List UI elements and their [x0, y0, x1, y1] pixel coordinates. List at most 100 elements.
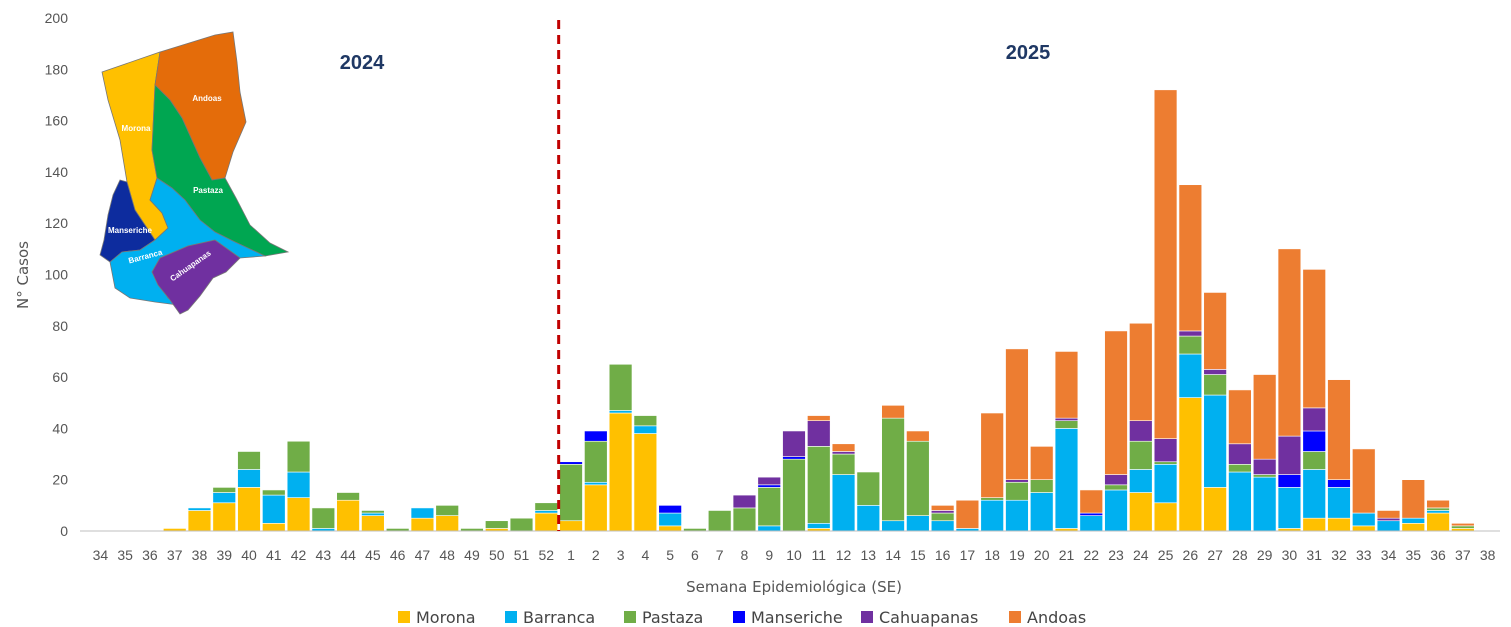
bar-segment-cahuapanas [930, 510, 955, 514]
x-tick-label: 11 [811, 547, 826, 563]
bar-segment-manseriche [1277, 474, 1302, 488]
bar-segment-barranca [1426, 510, 1450, 514]
map-label-manseriche: Manseriche [108, 226, 153, 235]
bar-segment-pastaza [732, 507, 757, 532]
legend-label-pastaza: Pastaza [642, 608, 703, 627]
bar-segment-morona [1153, 502, 1178, 532]
x-tick-label: 38 [1480, 547, 1496, 563]
map-region-cahuapanas [151, 239, 241, 315]
y-tick-label: 20 [52, 472, 68, 488]
x-tick-label: 10 [786, 547, 802, 563]
x-tick-label: 6 [691, 547, 699, 563]
x-tick-label: 35 [1406, 547, 1422, 563]
bar-segment-barranca [1153, 464, 1178, 504]
bar-segment-morona [1352, 525, 1376, 532]
bar-segment-barranca [262, 494, 286, 524]
bar-segment-manseriche [757, 484, 781, 488]
bar-segment-andoas [1129, 322, 1153, 422]
bar-segment-barranca [1079, 515, 1103, 532]
bar-segment-barranca [906, 515, 930, 532]
bar-segment-pastaza [906, 440, 930, 516]
x-tick-label: 49 [464, 547, 480, 563]
bar-segment-barranca [1277, 487, 1302, 529]
x-tick-label: 43 [316, 547, 332, 563]
bar-segment-andoas [1079, 489, 1103, 514]
bar-segment-cahuapanas [782, 430, 806, 457]
x-tick-label: 36 [142, 547, 158, 563]
bar-segment-andoas [807, 415, 831, 422]
y-tick-label: 200 [45, 10, 69, 26]
bar-segment-morona [1327, 517, 1351, 532]
bar-segment-barranca [237, 469, 261, 488]
bar-segment-barranca [1376, 520, 1401, 532]
bar-segment-pastaza [1054, 420, 1079, 429]
bar-segment-morona [237, 487, 261, 532]
bar-segment-barranca [658, 512, 682, 527]
bar-segment-pastaza [1104, 484, 1128, 491]
x-tick-label: 52 [538, 547, 554, 563]
x-tick-label: 34 [1381, 547, 1397, 563]
bar-segment-andoas [1352, 448, 1376, 514]
legend-swatch-barranca [505, 611, 517, 623]
bar-segment-morona [336, 499, 360, 532]
x-tick-label: 24 [1133, 547, 1149, 563]
bar-segment-morona [410, 517, 435, 532]
bar-segment-barranca [1030, 492, 1054, 532]
bar-segment-morona [608, 412, 633, 532]
bar-segment-cahuapanas [1376, 517, 1401, 522]
legend-swatch-andoas [1009, 611, 1021, 623]
map-label-morona: Morona [122, 124, 151, 133]
bar-segment-morona [1426, 512, 1450, 532]
bar-segment-pastaza [212, 487, 236, 493]
x-tick-label: 21 [1059, 547, 1075, 563]
x-tick-label: 13 [861, 547, 877, 563]
bar-segment-andoas [1178, 184, 1203, 332]
map-label-andoas: Andoas [192, 94, 222, 103]
bar-segment-barranca [608, 410, 633, 414]
y-tick-label: 140 [45, 164, 69, 180]
bar-segment-pastaza [1451, 525, 1475, 529]
bar-segment-morona [212, 502, 236, 532]
bar-segment-manseriche [782, 456, 806, 460]
y-axis-label: N° Casos [14, 241, 32, 309]
x-tick-label: 51 [514, 547, 530, 563]
legend-swatch-pastaza [624, 611, 636, 623]
bar-segment-barranca [807, 522, 831, 529]
x-tick-label: 27 [1207, 547, 1223, 563]
bar-segment-barranca [1104, 489, 1128, 532]
bar-segment-morona [1178, 397, 1203, 532]
x-tick-label: 38 [192, 547, 208, 563]
legend-label-barranca: Barranca [523, 608, 595, 627]
x-tick-label: 15 [910, 547, 926, 563]
bar-segment-barranca [1327, 487, 1351, 519]
bars [163, 89, 1475, 532]
legend-label-manseriche: Manseriche [751, 608, 843, 627]
bar-segment-manseriche [559, 461, 583, 465]
bar-segment-pastaza [1005, 481, 1029, 501]
bar-segment-morona [633, 433, 658, 532]
x-tick-label: 4 [641, 547, 649, 563]
bar-segment-andoas [980, 412, 1004, 498]
bar-segment-pastaza [757, 487, 781, 527]
bar-segment-barranca [584, 481, 608, 486]
bar-segment-pastaza [262, 489, 286, 496]
bar-segment-cahuapanas [1153, 438, 1178, 463]
bar-segment-pastaza [1426, 507, 1450, 511]
bar-segment-pastaza [1302, 451, 1326, 470]
y-tick-label: 160 [45, 113, 69, 129]
bar-segment-cahuapanas [1104, 474, 1128, 486]
x-tick-label: 14 [885, 547, 901, 563]
bar-segment-barranca [831, 474, 856, 532]
bar-segment-pastaza [930, 512, 955, 522]
y-tick-label: 60 [52, 369, 68, 385]
x-tick-label: 40 [241, 547, 257, 563]
bar-segment-morona [1302, 517, 1326, 532]
y-tick-label: 100 [45, 267, 69, 283]
bar-segment-pastaza [435, 505, 459, 516]
bar-segment-andoas [930, 505, 955, 511]
x-tick-label: 20 [1034, 547, 1050, 563]
bar-segment-cahuapanas [1129, 420, 1153, 442]
bar-segment-morona [1203, 487, 1227, 532]
bar-segment-morona [435, 515, 459, 532]
x-axis: 34 35 36 37 38 39 40 41 42 43 44 45 46 47 48 49 50 51 52 1 2… [93, 547, 1496, 563]
